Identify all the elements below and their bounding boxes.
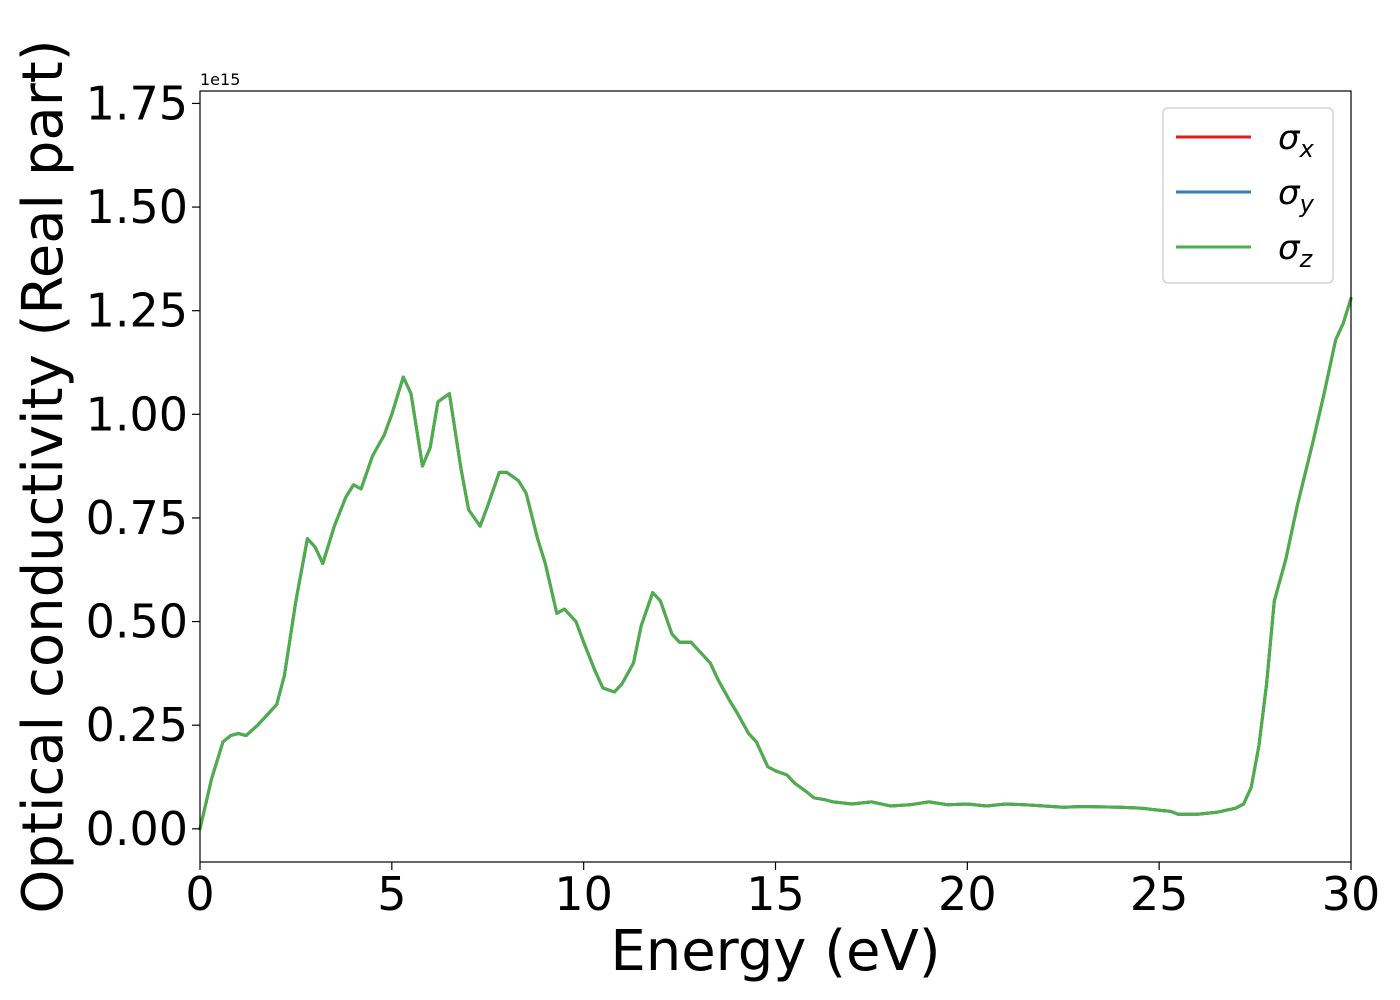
legend-label-z: σz bbox=[1278, 228, 1314, 273]
x-tick-label: 25 bbox=[1130, 867, 1189, 921]
y-tick-label: 1.25 bbox=[86, 284, 188, 338]
series-layer bbox=[198, 296, 1353, 831]
legend-label-x: σx bbox=[1278, 118, 1315, 163]
legend-box bbox=[1162, 107, 1334, 284]
x-tick-label: 15 bbox=[746, 867, 805, 921]
y-tick-label: 1.75 bbox=[86, 76, 188, 130]
tick-layer: 0 5 10 15 20 25 30 0.00 0.25 0.50 0.75 1.00 1.25 1.50… bbox=[86, 76, 1381, 921]
legend-label-y: σy bbox=[1278, 173, 1315, 218]
y-tick-label: 0.50 bbox=[86, 595, 188, 649]
y-axis-label: Optical conductivity (Real part) bbox=[11, 39, 76, 913]
x-tick-label: 10 bbox=[554, 867, 613, 921]
x-tick-label: 30 bbox=[1322, 867, 1381, 921]
x-axis-label: Energy (eV) bbox=[610, 919, 940, 984]
y-tick-label: 1.50 bbox=[86, 180, 188, 234]
y-tick-label: 1.00 bbox=[86, 387, 188, 441]
x-tick-label: 0 bbox=[185, 867, 214, 921]
y-tick-label: 0.75 bbox=[86, 491, 188, 545]
series-line-z bbox=[198, 296, 1353, 831]
legend: σx σy σz bbox=[1162, 107, 1334, 284]
x-tick-label: 5 bbox=[377, 867, 406, 921]
y-offset-label: 1e15 bbox=[200, 70, 240, 89]
y-tick-label: 0.00 bbox=[86, 802, 188, 856]
y-tick-label: 0.25 bbox=[86, 698, 188, 752]
x-tick-label: 20 bbox=[938, 867, 997, 921]
